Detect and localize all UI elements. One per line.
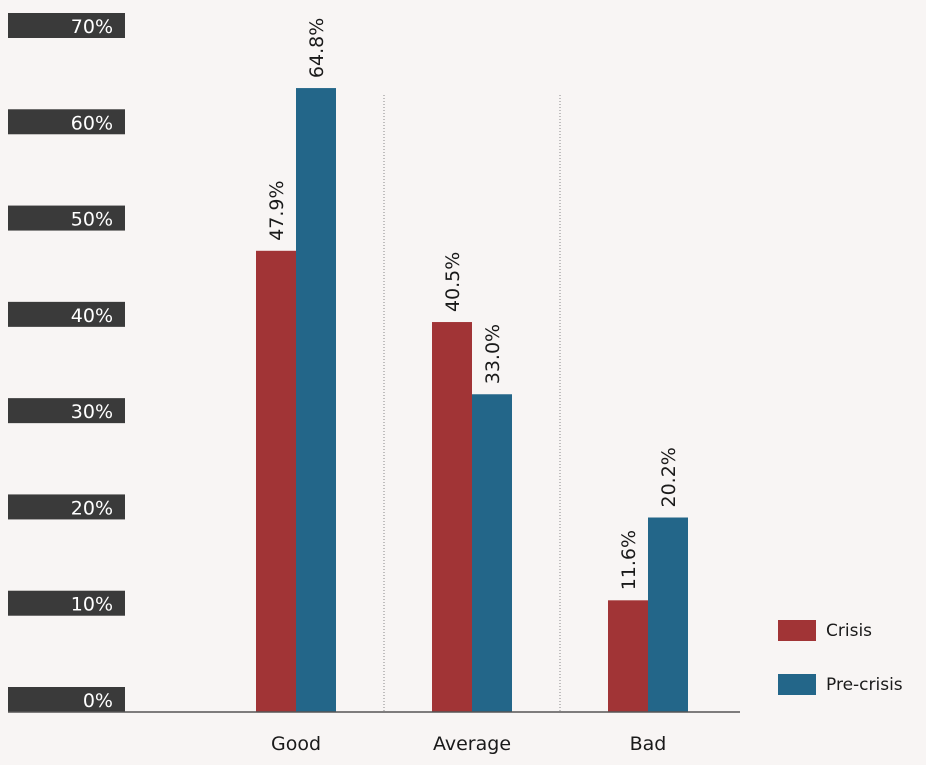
category-separators — [383, 95, 561, 712]
bar-value-label: 20.2% — [658, 447, 680, 507]
bar-value-label: 40.5% — [442, 252, 464, 312]
category-label: Good — [271, 733, 321, 755]
category-label: Bad — [630, 733, 667, 755]
y-tick-label: 50% — [71, 209, 113, 231]
y-tick-box — [8, 205, 125, 231]
bar-value-label: 47.9% — [266, 180, 288, 240]
legend-label: Pre-crisis — [826, 675, 903, 695]
legend-label: Crisis — [826, 621, 872, 641]
y-tick-label: 10% — [71, 594, 113, 616]
bar-pre-crisis-bad — [648, 517, 688, 712]
category-label: Average — [433, 733, 511, 755]
y-tick-box — [8, 687, 125, 712]
bars — [256, 88, 688, 712]
bar-value-label: 11.6% — [618, 530, 640, 590]
y-tick-label: 60% — [71, 112, 113, 134]
bar-pre-crisis-good — [296, 88, 336, 712]
bar-crisis-bad — [608, 600, 648, 712]
y-tick-label: 40% — [71, 305, 113, 327]
y-tick-label: 20% — [71, 497, 113, 519]
legend: Crisis Pre-crisis — [778, 620, 903, 695]
y-axis-ticks: 0% 10% 20% 30% 40% 50% 60% 70% — [8, 13, 125, 712]
y-tick-box — [8, 13, 125, 38]
y-tick-box — [8, 301, 125, 327]
y-tick-box — [8, 109, 125, 135]
x-axis-categories: Good Average Bad — [271, 733, 666, 755]
legend-swatch — [778, 620, 816, 641]
y-tick-label: 70% — [71, 16, 113, 38]
bar-pre-crisis-average — [472, 394, 512, 712]
bar-value-label: 64.8% — [306, 18, 328, 78]
legend-swatch — [778, 674, 816, 695]
y-tick-label: 0% — [83, 690, 113, 712]
y-tick-box — [8, 398, 125, 424]
y-tick-box — [8, 590, 125, 616]
y-tick-label: 30% — [71, 401, 113, 423]
value-labels: 47.9% 64.8% 40.5% 33.0% 11.6% 20.2% — [266, 18, 680, 591]
bar-value-label: 33.0% — [482, 324, 504, 384]
bar-crisis-good — [256, 250, 296, 712]
y-tick-box — [8, 494, 125, 520]
bar-crisis-average — [432, 322, 472, 712]
